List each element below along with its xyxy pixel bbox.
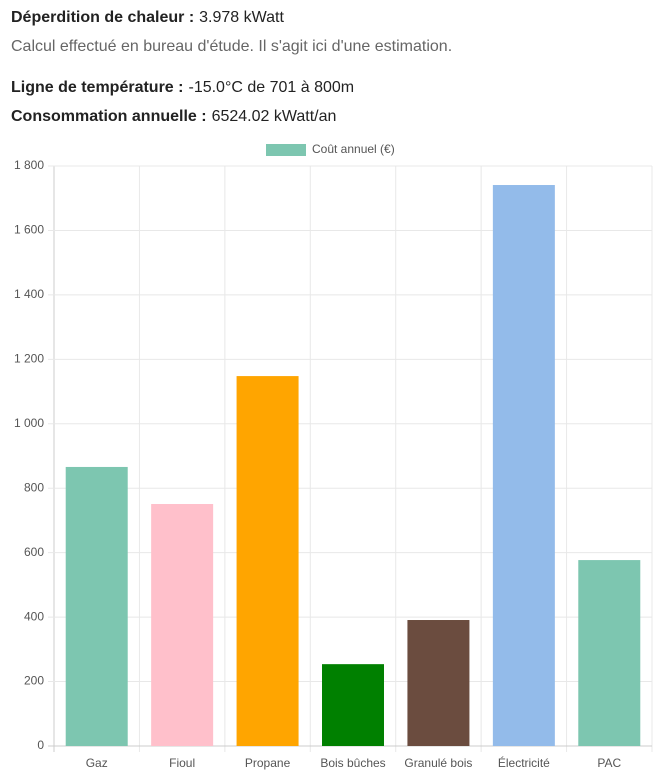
bar <box>151 504 214 746</box>
y-tick-label: 1 600 <box>14 223 44 237</box>
y-tick-label: 0 <box>37 738 44 752</box>
y-tick-label: 1 400 <box>14 287 44 301</box>
y-tick-label: 1 800 <box>14 158 44 172</box>
x-tick-label: Gaz <box>86 756 108 770</box>
label: Consommation annuelle : <box>11 108 207 125</box>
x-tick-label: Fioul <box>169 756 195 770</box>
label: Déperdition de chaleur : <box>11 9 195 26</box>
bar <box>578 560 641 746</box>
y-tick-label: 400 <box>24 609 44 623</box>
heat-loss: Déperdition de chaleur :3.978 kWatt <box>11 9 284 27</box>
x-tick-label: Propane <box>245 756 291 770</box>
legend-swatch <box>266 144 306 156</box>
bar <box>407 620 470 746</box>
note: Calcul effectué en bureau d'étude. Il s'… <box>11 38 453 55</box>
legend-label: Coût annuel (€) <box>312 142 395 156</box>
y-tick-label: 1 200 <box>14 352 44 366</box>
label: Ligne de température : <box>11 79 184 96</box>
y-tick-label: 600 <box>24 545 44 559</box>
y-tick-label: 1 000 <box>14 416 44 430</box>
bar <box>322 664 384 746</box>
value: -15.0°C de 701 à 800m <box>188 79 355 96</box>
x-tick-label: Granulé bois <box>404 756 472 770</box>
x-tick-label: Électricité <box>498 755 550 770</box>
annual-consumption: Consommation annuelle :6524.02 kWatt/an <box>11 108 336 126</box>
value: 6524.02 kWatt/an <box>211 108 337 125</box>
y-tick-label: 800 <box>24 480 44 494</box>
x-tick-label: Bois bûches <box>320 756 385 770</box>
y-tick-label: 200 <box>24 674 44 688</box>
value: 3.978 kWatt <box>199 9 284 26</box>
bar <box>492 185 555 746</box>
temperature-line: Ligne de température : -15.0°C de 701 à 8… <box>11 79 354 97</box>
bar <box>65 466 128 746</box>
bar <box>236 376 299 746</box>
x-tick-label: PAC <box>597 756 621 770</box>
